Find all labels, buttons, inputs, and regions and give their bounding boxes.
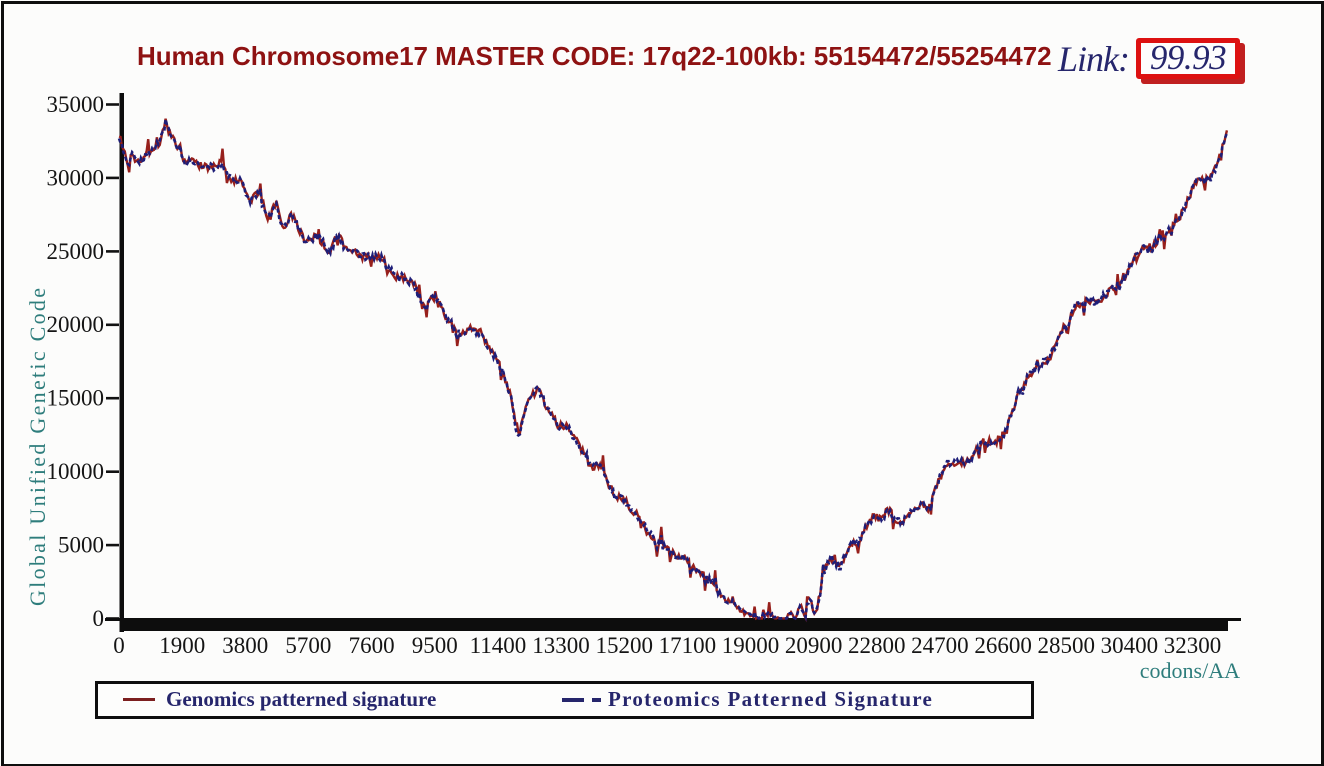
svg-text:15200: 15200 — [595, 633, 653, 658]
svg-text:26600: 26600 — [974, 633, 1032, 658]
svg-text:Global Unified Genetic Code: Global Unified Genetic Code — [25, 288, 50, 606]
svg-text:22800: 22800 — [848, 633, 906, 658]
svg-text:7600: 7600 — [349, 633, 395, 658]
svg-text:19000: 19000 — [722, 633, 780, 658]
svg-text:35000: 35000 — [47, 92, 105, 117]
svg-text:28500: 28500 — [1037, 633, 1095, 658]
svg-text:17100: 17100 — [659, 633, 717, 658]
svg-text:20000: 20000 — [47, 312, 105, 337]
svg-text:5700: 5700 — [285, 633, 331, 658]
svg-text:13300: 13300 — [532, 633, 590, 658]
svg-text:0: 0 — [93, 606, 105, 631]
svg-text:15000: 15000 — [47, 386, 105, 411]
svg-text:9500: 9500 — [412, 633, 458, 658]
svg-text:30000: 30000 — [47, 165, 105, 190]
svg-text:32300: 32300 — [1164, 633, 1222, 658]
svg-text:20900: 20900 — [785, 633, 843, 658]
svg-text:5000: 5000 — [58, 533, 104, 558]
svg-text:24700: 24700 — [911, 633, 969, 658]
svg-text:25000: 25000 — [47, 239, 105, 264]
svg-text:0: 0 — [113, 633, 125, 658]
svg-text:11400: 11400 — [470, 633, 527, 658]
svg-text:3800: 3800 — [222, 633, 268, 658]
svg-text:codons/AA: codons/AA — [1140, 658, 1240, 683]
svg-text:1900: 1900 — [159, 633, 205, 658]
svg-text:30400: 30400 — [1101, 633, 1159, 658]
svg-text:10000: 10000 — [47, 459, 105, 484]
